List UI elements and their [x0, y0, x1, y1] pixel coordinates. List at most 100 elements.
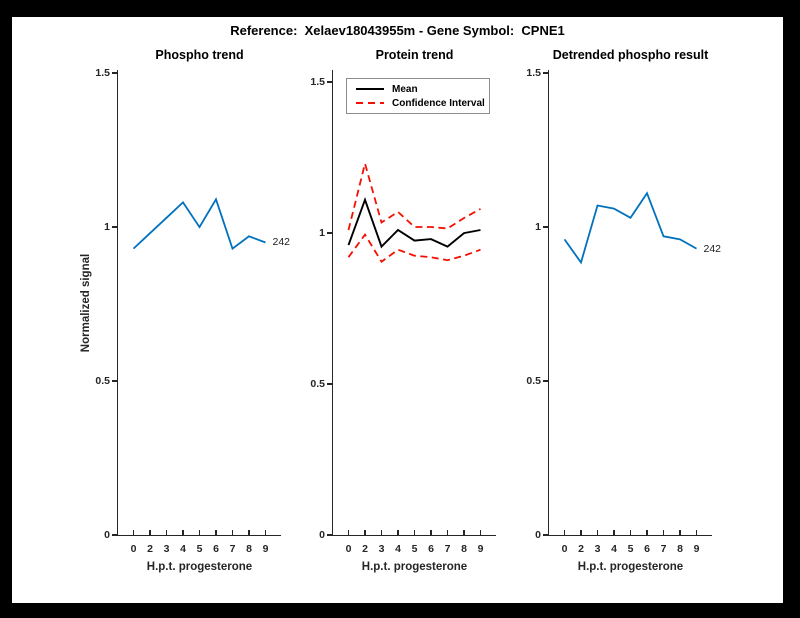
x-tick-mark	[695, 530, 698, 535]
x-tick-label: 7	[229, 543, 236, 555]
series-line-detrended-phospho-signal	[563, 191, 697, 265]
mean-line-sample-icon	[356, 88, 384, 90]
plot-title-protein: Protein trend	[375, 48, 454, 62]
x-tick-mark	[149, 530, 151, 535]
x-axis-label: H.p.t. progesterone	[146, 561, 253, 573]
y-tick-mark	[327, 81, 333, 83]
detrended-phospho-chart: Detrended phospho result H.p.t. progeste…	[526, 48, 721, 573]
x-tick-mark	[165, 530, 168, 535]
x-tick-label: 7	[660, 543, 667, 555]
y-tick-mark	[543, 72, 549, 74]
figure-canvas: Reference: Xelaev18043955m - Gene Symbol…	[12, 17, 783, 603]
legend-label-confidence-interval: Confidence Interval	[392, 97, 485, 109]
plot-title-phospho: Phospho trend	[155, 48, 244, 62]
y-tick-label: 0	[104, 529, 110, 541]
y-tick-mark	[327, 383, 333, 385]
plot-area	[563, 191, 697, 265]
plot-area	[347, 160, 481, 264]
x-tick-label: 8	[246, 543, 252, 555]
series-line-phospho-signal	[132, 197, 266, 251]
x-tick-label: 0	[345, 543, 352, 555]
x-tick-label: 4	[395, 543, 401, 555]
x-tick-mark	[413, 530, 416, 535]
x-tick-mark	[446, 530, 449, 535]
series-line-mean	[347, 196, 481, 249]
x-tick-mark	[231, 530, 234, 535]
x-tick-mark	[463, 530, 465, 535]
y-tick-label: 0	[535, 529, 541, 541]
x-tick-mark	[264, 530, 267, 535]
x-tick-mark	[182, 530, 184, 535]
y-tick-mark	[543, 380, 549, 382]
confidence-interval-line-sample-icon	[356, 102, 384, 104]
legend-label-mean: Mean	[392, 83, 418, 95]
x-tick-mark	[430, 530, 432, 535]
x-tick-mark	[646, 530, 648, 535]
y-tick-label: 0.5	[310, 378, 325, 391]
protein-trend-chart: Protein trend H.p.t. progesterone Mean C…	[310, 48, 496, 573]
x-tick-mark	[563, 530, 566, 535]
y-tick-label: 0.5	[526, 375, 541, 388]
x-tick-label: 7	[444, 543, 451, 555]
x-tick-mark	[248, 530, 250, 535]
x-tick-label: 8	[677, 543, 683, 555]
x-tick-mark	[662, 530, 665, 535]
x-tick-label: 3	[378, 543, 385, 555]
y-tick-label: 1.5	[310, 76, 325, 89]
x-tick-mark	[580, 530, 582, 535]
y-tick-mark	[327, 232, 333, 234]
x-axis-label: H.p.t. progesterone	[577, 561, 684, 573]
y-tick-label: 0	[319, 529, 325, 541]
x-tick-label: 3	[163, 543, 170, 555]
x-tick-mark	[596, 530, 599, 535]
y-tick-mark	[112, 72, 118, 74]
x-tick-label: 0	[561, 543, 568, 555]
y-tick-mark	[327, 534, 333, 536]
x-tick-mark	[629, 530, 632, 535]
series-end-label: 242	[703, 242, 722, 255]
series-line-confidence-interval-lower	[347, 232, 481, 264]
legend-entry-mean: Mean	[356, 84, 489, 95]
x-tick-mark	[479, 530, 482, 535]
x-axis-label: H.p.t. progesterone	[361, 561, 468, 573]
x-tick-label: 5	[196, 543, 203, 555]
y-tick-mark	[112, 534, 118, 536]
y-axis-label: Normalized signal	[80, 253, 92, 352]
y-tick-label: 1	[104, 221, 110, 234]
y-tick-mark	[112, 380, 118, 382]
y-tick-label: 1	[319, 227, 325, 240]
plot-title-detrended: Detrended phospho result	[552, 48, 709, 62]
x-tick-label: 4	[180, 543, 186, 555]
x-tick-label: 0	[130, 543, 137, 555]
x-tick-label: 9	[693, 543, 700, 555]
figure-title: Reference: Xelaev18043955m - Gene Symbol…	[230, 23, 565, 38]
x-tick-label: 6	[644, 543, 650, 555]
x-tick-mark	[397, 530, 399, 535]
plot-area	[132, 197, 266, 251]
y-tick-mark	[112, 226, 118, 228]
series-end-label: 242	[272, 236, 291, 249]
x-tick-mark	[364, 530, 366, 535]
legend-entry-confidence-interval: Confidence Interval	[356, 98, 489, 109]
x-tick-label: 4	[611, 543, 617, 555]
x-tick-label: 9	[262, 543, 269, 555]
x-tick-label: 3	[594, 543, 601, 555]
x-tick-label: 5	[627, 543, 634, 555]
x-tick-label: 2	[362, 543, 368, 555]
phospho-trend-chart: Phospho trend Normalized signal H.p.t. p…	[80, 48, 290, 573]
x-tick-mark	[380, 530, 383, 535]
x-tick-mark	[198, 530, 201, 535]
x-tick-label: 8	[461, 543, 467, 555]
legend-box: Mean Confidence Interval	[346, 78, 490, 114]
y-tick-label: 0.5	[95, 375, 110, 388]
y-tick-mark	[543, 534, 549, 536]
x-tick-label: 6	[213, 543, 219, 555]
x-tick-label: 9	[477, 543, 484, 555]
y-tick-label: 1.5	[526, 67, 541, 80]
x-tick-mark	[132, 530, 135, 535]
x-tick-mark	[347, 530, 350, 535]
x-tick-mark	[215, 530, 217, 535]
x-tick-label: 2	[578, 543, 584, 555]
x-tick-label: 6	[428, 543, 434, 555]
